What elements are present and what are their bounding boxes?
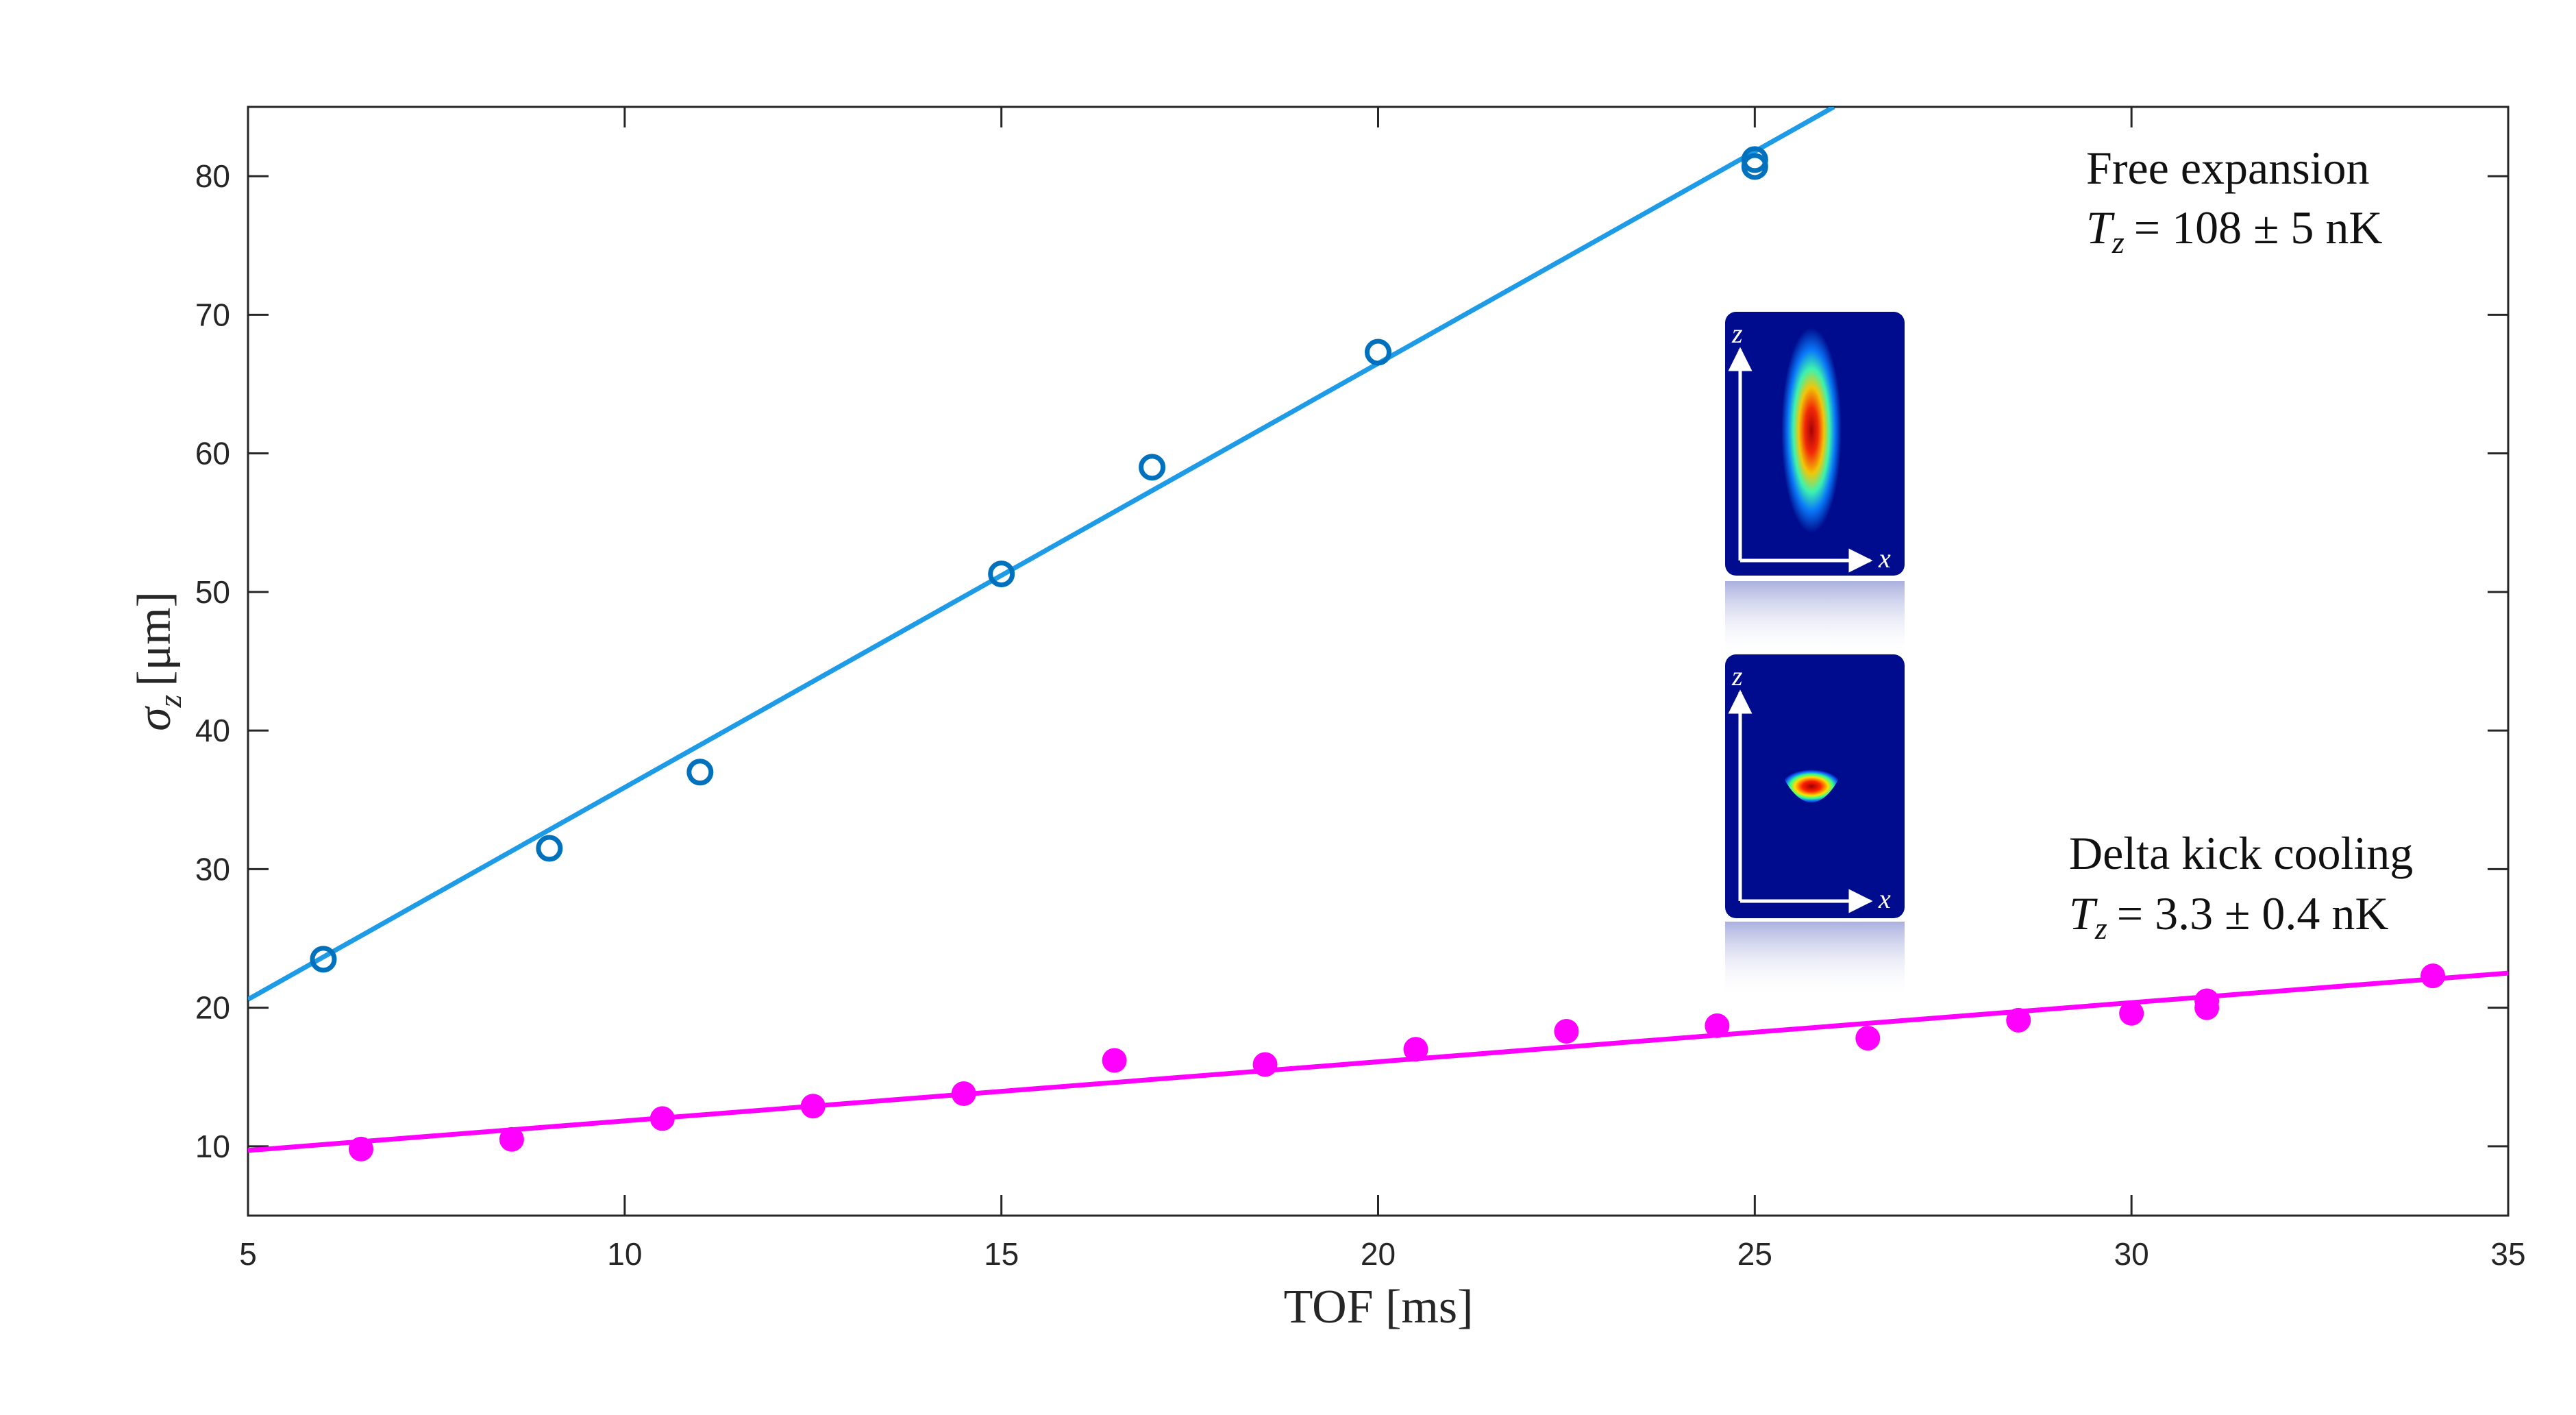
y-tick-label: 60 (195, 436, 230, 471)
annotation-free-expansion: Free expansion Tz = 108 ± 5 nK (2086, 142, 2383, 260)
x-tick-label: 5 (239, 1236, 257, 1272)
annotation-delta-kick-symbol: T (2069, 887, 2098, 939)
data-point-series-1 (1554, 1019, 1579, 1044)
y-tick-label: 10 (195, 1129, 230, 1164)
y-tick-label: 50 (195, 574, 230, 610)
data-points (310, 146, 2446, 1161)
y-axis-unit: [μm] (128, 591, 181, 687)
data-point-series-1 (649, 1106, 675, 1131)
data-point-series-0 (1741, 146, 1768, 173)
y-axis-subscript: z (152, 694, 188, 708)
fit-line-series-1 (248, 970, 2508, 1153)
data-point-series-1 (951, 1081, 976, 1107)
data-point-series-1 (2194, 988, 2220, 1013)
annotation-free-expansion-subscript: z (2111, 225, 2125, 260)
data-point-series-0 (686, 759, 714, 786)
annotation-delta-kick-subscript: z (2094, 911, 2107, 946)
y-axis-symbol: σ (128, 706, 181, 731)
axis-ticks (247, 107, 2510, 1216)
data-point-series-1 (1705, 1013, 1730, 1038)
x-tick-label: 25 (1737, 1236, 1772, 1272)
atom-cloud-elongated (1781, 328, 1842, 533)
annotation-delta-kick-title: Delta kick cooling (2069, 827, 2413, 879)
data-point-series-1 (1855, 1026, 1881, 1051)
data-point-series-1 (1252, 1052, 1278, 1077)
inset-reflection (1725, 581, 1905, 656)
annotation-free-expansion-symbol: T (2086, 201, 2115, 254)
atom-cloud-compact (1781, 770, 1842, 803)
inset-x-label: x (1878, 883, 1891, 914)
data-point-series-0 (536, 835, 563, 862)
inset-reflection (1725, 922, 1905, 997)
data-point-series-1 (2119, 1000, 2144, 1026)
x-tick-label: 15 (984, 1236, 1019, 1272)
data-point-series-1 (2006, 1007, 2031, 1033)
plot-area: 5 10 15 20 25 30 35 10 20 30 40 50 60 70 80 (195, 106, 2526, 1272)
svg-text:σz[μm]: σz [μm] (128, 591, 188, 731)
data-point-series-0 (988, 561, 1015, 588)
inset-z-label: z (1731, 318, 1743, 349)
svg-text:Tz= 3.3 ± 0.4 nK: Tz = 3.3 ± 0.4 nK (2069, 887, 2389, 946)
x-tick-label: 10 (607, 1236, 642, 1272)
inset-image-free-expansion: z x (1725, 312, 1905, 656)
data-point-series-0 (1139, 454, 1166, 481)
y-tick-label: 20 (195, 990, 230, 1026)
axis-tick-labels: 5 10 15 20 25 30 35 10 20 30 40 50 60 70 80 (195, 158, 2526, 1272)
annotation-delta-kick: Delta kick cooling Tz = 3.3 ± 0.4 nK (2069, 827, 2413, 946)
inset-image-delta-kick: z x (1725, 654, 1905, 997)
y-tick-label: 80 (195, 158, 230, 194)
x-tick-label: 20 (1361, 1236, 1396, 1272)
data-point-series-1 (348, 1136, 373, 1161)
annotation-delta-kick-value: = 3.3 ± 0.4 nK (2117, 887, 2389, 939)
data-point-series-0 (310, 946, 337, 973)
x-tick-label: 35 (2490, 1236, 2525, 1272)
data-point-series-1 (499, 1127, 524, 1152)
svg-text:Tz= 108 ± 5 nK: Tz = 108 ± 5 nK (2086, 201, 2383, 260)
plot-frame (247, 106, 2510, 1217)
y-tick-label: 70 (195, 297, 230, 332)
data-point-series-1 (800, 1094, 826, 1119)
annotation-free-expansion-title: Free expansion (2086, 142, 2370, 194)
data-point-series-1 (1102, 1048, 1127, 1073)
fit-lines (248, 107, 2508, 1153)
data-point-series-0 (1365, 339, 1391, 366)
annotation-free-expansion-value: = 108 ± 5 nK (2134, 201, 2383, 254)
y-tick-label: 40 (195, 713, 230, 748)
inset-z-label: z (1731, 661, 1743, 691)
x-axis-title: TOF [ms] (1284, 1281, 1474, 1333)
data-point-series-1 (2420, 963, 2446, 989)
inset-x-label: x (1878, 543, 1891, 574)
y-tick-label: 30 (195, 851, 230, 887)
fit-line-series-0 (248, 107, 1835, 1002)
y-axis-title: σz [μm] (128, 591, 188, 731)
x-tick-label: 30 (2114, 1236, 2149, 1272)
data-point-series-1 (1403, 1037, 1428, 1062)
